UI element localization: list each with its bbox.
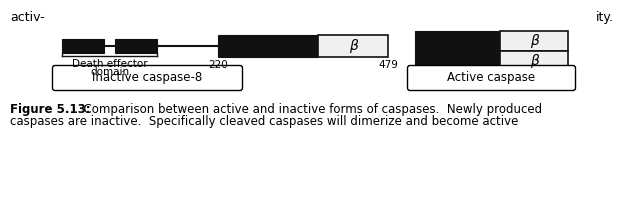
Bar xyxy=(115,39,157,53)
Text: Death effector: Death effector xyxy=(72,59,147,69)
FancyBboxPatch shape xyxy=(407,65,575,90)
Text: β: β xyxy=(349,39,358,53)
Text: Inactive caspase-8: Inactive caspase-8 xyxy=(92,71,203,85)
Text: activ-: activ- xyxy=(10,11,45,24)
Text: ity.: ity. xyxy=(596,11,614,24)
Bar xyxy=(415,31,500,51)
Text: β: β xyxy=(530,34,539,48)
Text: caspases are inactive.  Specifically cleaved caspases will dimerize and become a: caspases are inactive. Specifically clea… xyxy=(10,115,519,128)
Text: 220: 220 xyxy=(208,60,228,70)
Bar xyxy=(500,51,568,71)
FancyBboxPatch shape xyxy=(52,65,243,90)
Text: domain: domain xyxy=(90,67,129,77)
Bar xyxy=(415,51,500,71)
Text: 479: 479 xyxy=(378,60,398,70)
Text: Figure 5.13:: Figure 5.13: xyxy=(10,103,90,116)
Text: β: β xyxy=(530,54,539,68)
Bar xyxy=(218,35,318,57)
Bar xyxy=(318,35,388,57)
Bar xyxy=(500,31,568,51)
Bar xyxy=(62,39,104,53)
Text: Comparison between active and inactive forms of caspases.  Newly produced: Comparison between active and inactive f… xyxy=(76,103,542,116)
Text: Active caspase: Active caspase xyxy=(447,71,535,85)
